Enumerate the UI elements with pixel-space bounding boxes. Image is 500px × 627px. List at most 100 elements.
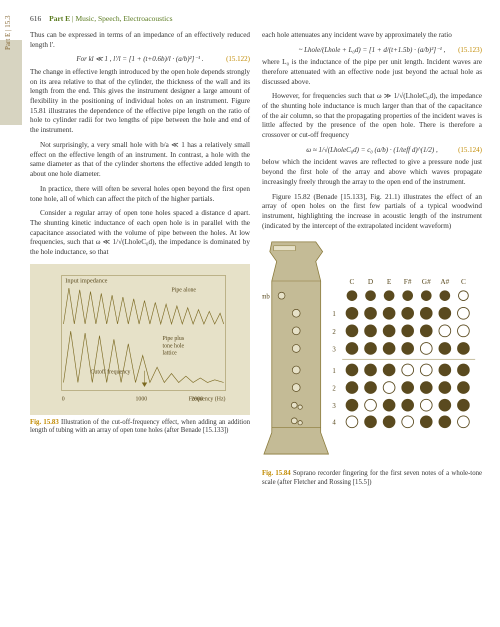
right-p5: Figure 15.82 (Benade [15.133], Fig. 21.1… bbox=[262, 193, 482, 232]
hole-closed bbox=[458, 382, 470, 394]
right-column: each hole attenuates any incident wave b… bbox=[262, 31, 482, 488]
hole-closed bbox=[439, 416, 451, 428]
hole-closed bbox=[346, 400, 358, 412]
hole-closed bbox=[365, 308, 377, 320]
row-label: 1 bbox=[332, 368, 335, 375]
hole-open bbox=[420, 343, 432, 355]
hole-open bbox=[402, 416, 414, 428]
hole-closed bbox=[346, 325, 358, 337]
hole-closed bbox=[365, 343, 377, 355]
eq-body: ω ≈ 1/√(LholeC₀d) = c₀ (a/b) · (1/teff d… bbox=[306, 146, 438, 154]
hole-closed bbox=[383, 416, 395, 428]
thumb-label: Thumb bbox=[262, 294, 270, 301]
hole-closed bbox=[440, 291, 450, 301]
recorder-body bbox=[264, 242, 329, 454]
note-headers: CDEF#G#A#C bbox=[350, 277, 466, 286]
fig-caption-text: Soprano recorder fingering for the first… bbox=[262, 470, 482, 486]
caption-15-84: Fig. 15.84 Soprano recorder fingering fo… bbox=[262, 470, 482, 488]
hole-closed bbox=[365, 364, 377, 376]
hole-closed bbox=[439, 364, 451, 376]
label-pipe-alone: Pipe alone bbox=[172, 287, 197, 293]
note-header: G# bbox=[422, 277, 431, 286]
hole-closed bbox=[458, 400, 470, 412]
right-p1: each hole attenuates any incident wave b… bbox=[262, 31, 482, 41]
hole-open bbox=[402, 364, 414, 376]
hole-closed bbox=[420, 325, 432, 337]
eq-number: (15.124) bbox=[458, 146, 482, 155]
note-header: C bbox=[350, 277, 355, 286]
caption-15-83: Fig. 15.83 Illustration of the cut-off-f… bbox=[30, 419, 250, 437]
hole-open bbox=[458, 308, 470, 320]
hole-closed bbox=[365, 416, 377, 428]
note-header: D bbox=[368, 277, 373, 286]
note-header: F# bbox=[404, 277, 412, 286]
label-cutoff: Cutoff frequency bbox=[91, 368, 131, 375]
hole-closed bbox=[383, 400, 395, 412]
equation-15-122: For kl ≪ 1 , l'/l = [1 + (t+0.6b)/l · (a… bbox=[30, 55, 250, 64]
hole-closed bbox=[439, 308, 451, 320]
figure-15-84: Thumb 1 2 3 1 2 3 4 CDEF#G#A#C Fig. 15.8… bbox=[262, 237, 482, 487]
hole-open bbox=[420, 400, 432, 412]
hole-closed bbox=[366, 291, 376, 301]
note-header: E bbox=[387, 277, 392, 286]
left-p1: Thus can be expressed in terms of an imp… bbox=[30, 31, 250, 50]
eq-number: (15.123) bbox=[458, 46, 482, 55]
hole-closed bbox=[402, 308, 414, 320]
left-p5: Consider a regular array of open tone ho… bbox=[30, 209, 250, 258]
hole-closed bbox=[439, 343, 451, 355]
hole-closed bbox=[346, 364, 358, 376]
side-tab: Part E | 15.3 bbox=[0, 40, 22, 125]
hole-closed bbox=[402, 325, 414, 337]
row-label: 2 bbox=[332, 329, 336, 336]
left-column: Thus can be expressed in terms of an imp… bbox=[30, 31, 250, 488]
equation-15-124: ω ≈ 1/√(LholeC₀d) = c₀ (a/b) · (1/teff d… bbox=[262, 146, 482, 155]
hole-closed bbox=[346, 343, 358, 355]
hole-closed bbox=[402, 400, 414, 412]
hole-closed bbox=[402, 343, 414, 355]
hole-closed bbox=[347, 291, 357, 301]
side-tab-text: Part E | 15.3 bbox=[4, 16, 12, 50]
recorder-diagram: Thumb 1 2 3 1 2 3 4 CDEF#G#A#C bbox=[262, 237, 482, 462]
hole-open bbox=[459, 291, 469, 301]
hole-closed bbox=[383, 343, 395, 355]
row-label: 3 bbox=[332, 403, 336, 410]
hole-closed bbox=[439, 382, 451, 394]
label-pipe-plus-2: tone hole bbox=[163, 343, 185, 349]
hole-open bbox=[439, 325, 451, 337]
row-label: 1 bbox=[332, 312, 335, 319]
hole-closed bbox=[458, 343, 470, 355]
right-p3: However, for frequencies such that ω ≫ 1… bbox=[262, 92, 482, 141]
xtick-1000: 1000 bbox=[136, 396, 148, 402]
eq-body: ~ Lhole/(Lhole + L₀d) = [1 + d/(t+1.5b) … bbox=[299, 46, 446, 54]
left-p3: Not surprisingly, a very small hole with… bbox=[30, 141, 250, 180]
hole-closed bbox=[384, 291, 394, 301]
chart-ylabel: Input impedance bbox=[65, 277, 107, 284]
right-p4: below which the incident waves are refle… bbox=[262, 158, 482, 187]
label-pipe-plus-1: Pipe plus bbox=[163, 336, 185, 342]
row-label: 3 bbox=[332, 347, 336, 354]
hole-closed bbox=[420, 308, 432, 320]
hole-open bbox=[420, 364, 432, 376]
page-header: 616 Part E | Music, Speech, Electroacous… bbox=[30, 14, 482, 23]
hole-closed bbox=[365, 382, 377, 394]
label-pipe-plus-3: lattice bbox=[163, 350, 178, 356]
left-p4: In practice, there will often be several… bbox=[30, 185, 250, 204]
hole-closed bbox=[420, 382, 432, 394]
fig-number: Fig. 15.83 bbox=[30, 419, 59, 426]
hole-closed bbox=[365, 325, 377, 337]
hole-closed bbox=[383, 325, 395, 337]
fig-caption-text: Illustration of the cut-off-frequency ef… bbox=[30, 419, 250, 435]
fig-number: Fig. 15.84 bbox=[262, 470, 291, 477]
row-label: 4 bbox=[332, 420, 336, 427]
hole-open bbox=[346, 416, 358, 428]
row-label: 2 bbox=[332, 386, 336, 393]
hole-closed bbox=[403, 291, 413, 301]
hole-closed bbox=[439, 400, 451, 412]
page-number: 616 bbox=[30, 14, 41, 23]
xtick-0: 0 bbox=[62, 396, 65, 402]
hole-closed bbox=[421, 291, 431, 301]
note-header: A# bbox=[440, 277, 449, 286]
right-p2: where L₀ is the inductance of the pipe p… bbox=[262, 58, 482, 87]
eq-number: (15.122) bbox=[226, 55, 250, 64]
hole-closed bbox=[346, 308, 358, 320]
